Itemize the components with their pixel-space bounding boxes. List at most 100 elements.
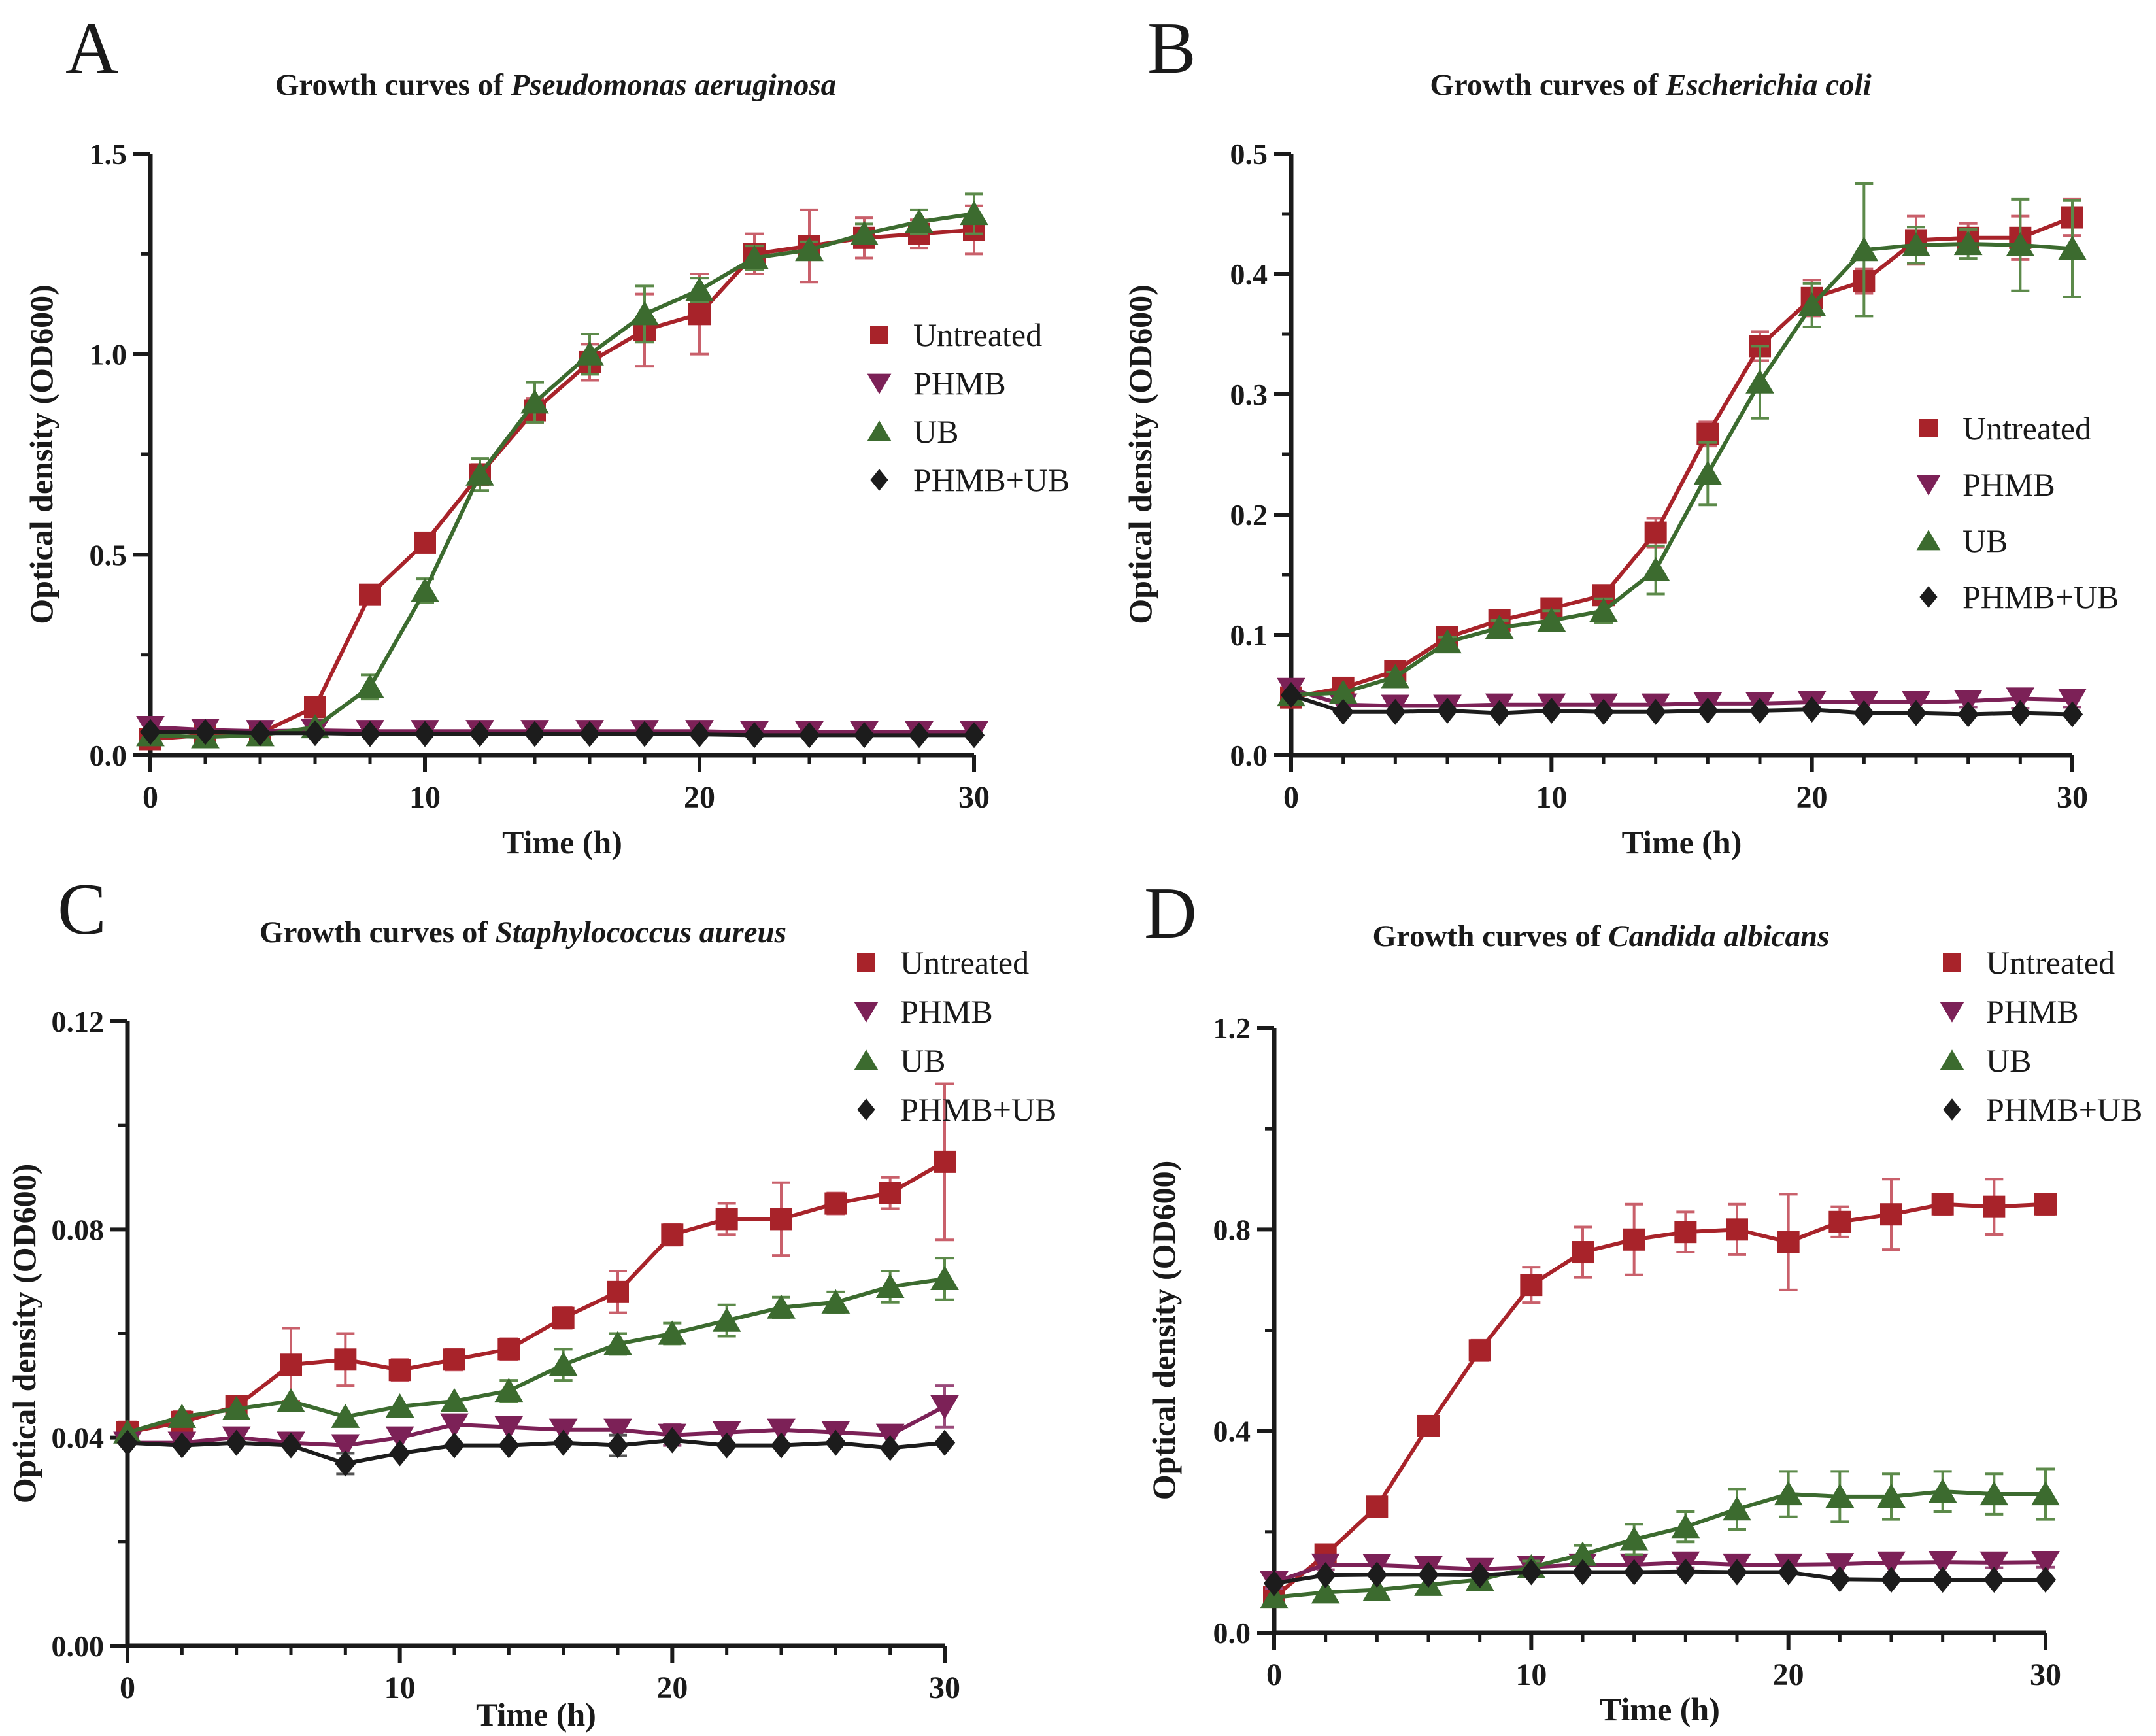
data-point-marker [2061,701,2083,728]
data-point-marker [1726,1218,1748,1241]
x-tick-label: 20 [1796,780,1828,815]
x-tick-label: 30 [2030,1658,2061,1692]
legend-marker-phmb-ub [857,1098,875,1121]
series-line [150,228,975,741]
data-point-marker [688,303,711,326]
data-point-marker [1932,1567,1953,1593]
data-point-marker [1485,615,1514,639]
data-point-marker [930,1395,959,1420]
axes [1272,1028,2046,1635]
series-untreated [116,1082,956,1444]
data-point-marker [389,1440,411,1467]
series-line [1273,1489,2046,1600]
y-tick-label: 0.5 [90,538,127,571]
legend-label: UB [900,1042,945,1079]
legend-label: PHMB [1962,466,2055,503]
legend-label: Untreated [1962,410,2091,447]
legend-marker-ub [1940,1049,1964,1070]
series-phmb-ub [139,719,985,749]
data-point-marker [1520,1274,1543,1297]
x-tick-label: 10 [1536,780,1567,815]
data-point-marker [607,1432,629,1459]
data-point-marker [1366,1495,1389,1518]
data-point-marker [1979,1481,2009,1506]
legend-label: PHMB+UB [900,1091,1056,1128]
series-untreated [1263,1178,2057,1609]
series-untreated [1280,197,2083,709]
series-line [1290,693,2073,717]
data-point-marker [1693,460,1723,485]
data-point-marker [1589,598,1618,622]
x-axis-label: Time (h) [1622,824,1742,860]
axis-ticks: 0.00 0.04 0.08 0.12 0 10 20 30 [52,1005,961,1705]
panel-c-chart: 0.00 0.04 0.08 0.12 0 10 20 30 Time (h) Optical d… [6,944,1056,1733]
y-tick-label: 0.08 [52,1213,105,1246]
data-point-marker [770,1432,792,1459]
data-point-marker [194,719,216,745]
series-untreated [139,204,985,751]
data-point-marker [1417,1414,1440,1437]
data-point-marker [662,1427,683,1454]
data-point-marker [1263,1570,1285,1597]
data-point-marker [1877,1551,1906,1576]
data-point-marker [443,1348,465,1371]
data-point-marker [334,1348,357,1371]
axis-ticks: 0.0 0.4 0.8 1.2 0 10 20 30 [1213,1012,2062,1692]
data-point-marker [767,1294,796,1319]
panel-c-title-species: Staphylococcus aureus [495,915,786,949]
data-point-marker [2031,1550,2060,1576]
y-tick-label: 0.0 [1213,1616,1251,1650]
data-point-marker [1983,1567,2005,1593]
data-point-marker [798,722,820,749]
y-tick-label: 0.1 [1230,619,1268,652]
data-point-marker [960,201,988,226]
data-point-marker [465,461,494,486]
y-tick-label: 0.8 [1213,1213,1251,1246]
y-tick-label: 0.04 [52,1421,105,1455]
legend-label: UB [1962,522,2008,559]
data-point-marker [1979,1551,2009,1576]
data-point-marker [222,1395,251,1420]
x-tick-label: 0 [1266,1658,1282,1692]
panel-b-title: Growth curves of Escherichia coli [1430,67,1871,103]
series-phmb-ub [1280,682,2083,728]
data-point-marker [934,1150,956,1173]
data-point-marker [277,1388,305,1413]
data-point-marker [440,1413,469,1438]
data-point-marker [908,722,930,749]
x-axis-label: Time (h) [1600,1691,1720,1727]
data-point-marker [1436,697,1458,724]
data-point-marker [171,1432,193,1459]
data-point-marker [2006,687,2035,712]
data-point-marker [853,722,875,749]
data-point-marker [1641,556,1670,581]
panel-a: A Growth curves of Pseudomonas aeruginos… [0,0,1078,868]
data-point-marker [385,1393,414,1418]
panel-a-title-species: Pseudomonas aeruginosa [511,68,837,102]
data-point-marker [1311,1579,1340,1604]
series-line [150,212,975,740]
series-line [150,730,974,738]
y-axis-label: Optical density (OD600) [23,284,59,624]
panel-b: B Growth curves of Escherichia coli 0.0 0… [1078,0,2156,868]
y-tick-label: 0.0 [90,739,127,772]
panel-d-title: Growth curves of Candida albicans [1373,919,1830,954]
series-line [127,1404,946,1448]
data-point-marker [740,245,769,269]
x-axis-label: Time (h) [476,1696,596,1733]
series-ub [113,1257,959,1444]
data-point-marker [356,673,384,698]
series-line [127,1276,945,1435]
data-point-marker [603,1331,632,1355]
legend-marker-phmb [1916,475,1941,496]
data-point-marker [1362,1576,1392,1601]
data-point-marker [934,1429,956,1456]
panel-c-title-prefix: Growth curves of [260,915,496,949]
data-point-marker [280,1432,302,1459]
data-point-marker [440,1388,469,1413]
legend-label: PHMB+UB [1962,579,2119,615]
y-tick-label: 1.2 [1213,1012,1251,1045]
legend-marker-phmb [867,373,892,394]
x-tick-label: 10 [1515,1658,1547,1692]
